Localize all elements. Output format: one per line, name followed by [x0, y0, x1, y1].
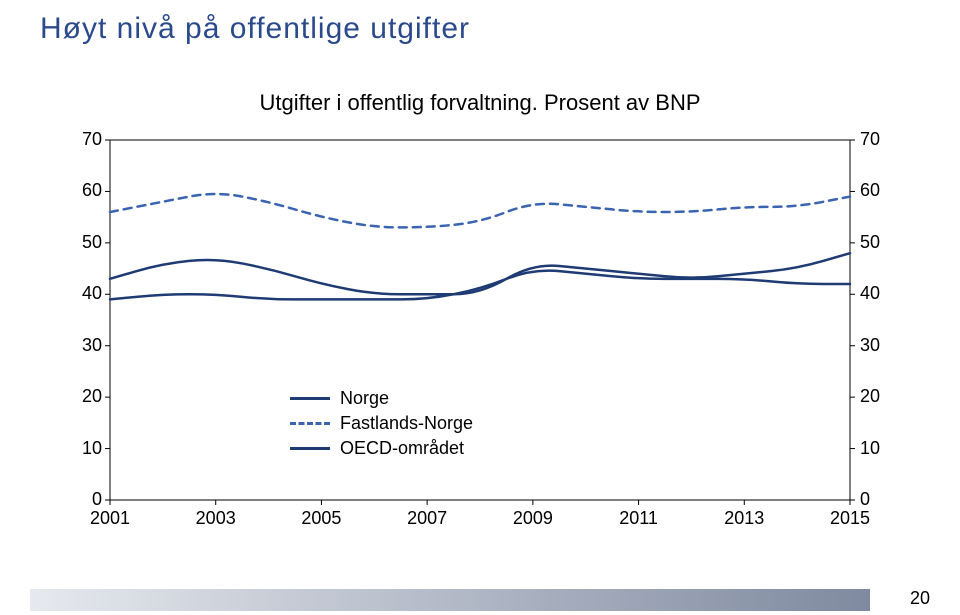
legend-item: Norge	[290, 388, 473, 409]
ytick-right: 10	[860, 438, 900, 459]
chart-subtitle: Utgifter i offentlig forvaltning. Prosen…	[0, 90, 960, 116]
xtick: 2001	[80, 508, 140, 529]
page-number: 20	[910, 588, 930, 609]
xtick: 2005	[291, 508, 351, 529]
ytick-left: 50	[62, 232, 102, 253]
legend: Norge Fastlands-Norge OECD-området	[290, 388, 473, 463]
legend-label: Norge	[340, 388, 389, 409]
legend-item: OECD-området	[290, 438, 473, 459]
ytick-left: 0	[62, 489, 102, 510]
legend-label: Fastlands-Norge	[340, 413, 473, 434]
ytick-right: 40	[860, 283, 900, 304]
ytick-right: 30	[860, 335, 900, 356]
ytick-left: 70	[62, 129, 102, 150]
ytick-right: 60	[860, 180, 900, 201]
series-fastlands	[110, 194, 850, 227]
ytick-left: 40	[62, 283, 102, 304]
ytick-left: 20	[62, 386, 102, 407]
xtick: 2009	[503, 508, 563, 529]
chart-svg	[60, 130, 900, 550]
xtick: 2007	[397, 508, 457, 529]
ytick-left: 30	[62, 335, 102, 356]
footer-bar: 20	[0, 581, 960, 615]
xtick: 2011	[609, 508, 669, 529]
ytick-right: 70	[860, 129, 900, 150]
legend-swatch	[290, 447, 330, 450]
xtick: 2013	[714, 508, 774, 529]
ytick-right: 0	[860, 489, 900, 510]
line-chart: 0 0 10 10 20 20 30 30 40 40 50 50 60 60 70 70 2001 2003 20…	[60, 130, 900, 550]
ytick-right: 50	[860, 232, 900, 253]
page-title: Høyt nivå på offentlige utgifter	[40, 12, 470, 46]
footer-gradient	[30, 589, 870, 611]
xtick: 2003	[186, 508, 246, 529]
legend-item: Fastlands-Norge	[290, 413, 473, 434]
legend-swatch	[290, 422, 330, 425]
xtick: 2015	[820, 508, 880, 529]
ytick-left: 10	[62, 438, 102, 459]
legend-swatch	[290, 397, 330, 400]
ytick-right: 20	[860, 386, 900, 407]
ytick-left: 60	[62, 180, 102, 201]
legend-label: OECD-området	[340, 438, 464, 459]
